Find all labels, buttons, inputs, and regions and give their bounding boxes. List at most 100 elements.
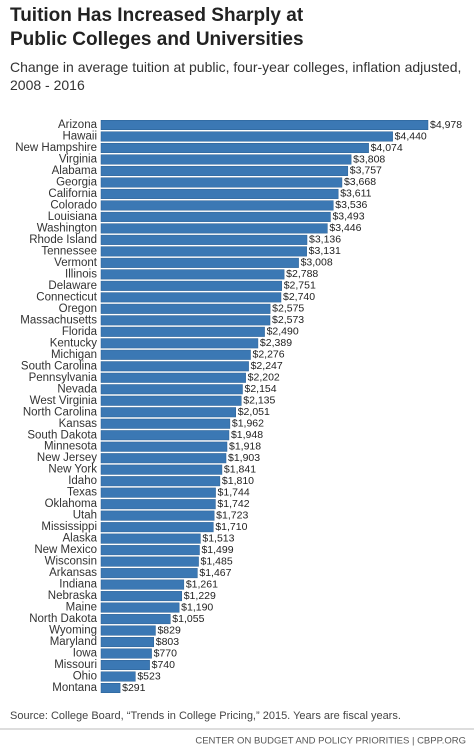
value-label: $4,978 [430,119,462,131]
category-label: Utah [73,510,97,522]
category-label: Vermont [54,257,98,269]
category-label: Arizona [58,119,98,131]
bar [100,671,136,682]
bar [100,131,393,142]
bar [100,625,156,636]
value-label: $1,742 [217,498,249,510]
bar [100,338,259,349]
value-label: $2,490 [267,326,299,338]
value-label: $829 [157,624,181,636]
category-label: Tennessee [41,245,97,257]
category-label: Florida [62,326,98,338]
value-label: $2,135 [243,395,275,407]
bar [100,200,334,211]
value-label: $3,611 [340,188,371,200]
bar [100,430,230,441]
value-label: $2,573 [272,314,304,326]
chart-title: Tuition Has Increased Sharply at Public … [10,5,304,50]
category-label: North Dakota [29,613,97,625]
bar [100,384,243,395]
category-label: Alaska [62,533,97,545]
bar [100,407,236,418]
category-label: South Dakota [27,429,97,441]
category-label: West Virginia [30,395,98,407]
bar [100,154,352,165]
value-label: $1,723 [216,509,248,521]
category-label: Massachusetts [20,314,97,326]
bar [100,211,331,222]
category-label: Minnesota [44,441,98,453]
bar [100,637,154,648]
bar [100,522,214,533]
category-label: Nevada [57,383,97,395]
category-label: Ohio [73,671,97,683]
category-label: Kentucky [50,337,98,349]
bar [100,142,369,153]
bar [100,464,223,475]
category-label: Alabama [52,165,98,177]
footer: CENTER ON BUDGET AND POLICY PRIORITIES |… [195,736,466,747]
value-label: $523 [137,670,161,682]
value-label: $2,751 [284,280,316,292]
category-label: Maryland [50,636,97,648]
value-label: $1,710 [215,521,247,533]
value-label: $2,740 [283,291,315,303]
bar [100,660,150,671]
value-label: $1,513 [202,532,234,544]
value-label: $2,154 [244,383,276,395]
category-label: Virginia [59,154,98,166]
category-label: Connecticut [36,291,98,303]
value-label: $2,788 [286,268,318,280]
value-label: $2,389 [260,337,292,349]
value-label: $1,841 [224,463,256,475]
bar [100,648,152,659]
bar [100,476,221,487]
value-label: $803 [156,636,180,648]
bar [100,188,339,199]
bar [100,418,231,429]
bar [100,591,182,602]
value-label: $2,051 [238,406,270,418]
category-label: New York [48,464,97,476]
bar [100,614,171,625]
bar [100,487,216,498]
category-label: Kansas [59,418,98,430]
category-label: Iowa [73,648,98,660]
value-label: $2,575 [272,303,304,315]
bar [100,349,251,360]
bar [100,510,215,521]
category-label: Nebraska [48,590,98,602]
value-label: $3,808 [353,153,385,165]
category-label: California [48,188,97,200]
value-label: $2,276 [253,349,285,361]
category-label: New Mexico [34,544,97,556]
category-label: Delaware [48,280,97,292]
bar [100,165,349,176]
value-label: $3,131 [309,245,341,257]
category-label: Montana [52,682,97,694]
category-label: Washington [37,222,97,234]
bar [100,246,307,257]
category-label: New Jersey [37,452,97,464]
category-label: Pennsylvania [29,372,98,384]
value-label: $1,948 [231,429,263,441]
bar [100,361,249,372]
value-label: $1,467 [199,567,231,579]
category-label: North Carolina [23,406,98,418]
category-label: Idaho [68,475,97,487]
category-label: Oregon [59,303,97,315]
value-label: $770 [154,647,178,659]
bar [100,602,180,613]
bar [100,499,216,510]
category-label: Oklahoma [45,498,98,510]
bar [100,556,199,567]
category-label: South Carolina [21,360,98,372]
category-label: Missouri [54,659,97,671]
value-label: $1,485 [201,555,233,567]
value-label: $1,499 [201,544,233,556]
bar [100,177,343,188]
category-label: Texas [67,487,97,499]
category-label: Wyoming [49,625,97,637]
category-label: New Hampshire [15,142,97,154]
